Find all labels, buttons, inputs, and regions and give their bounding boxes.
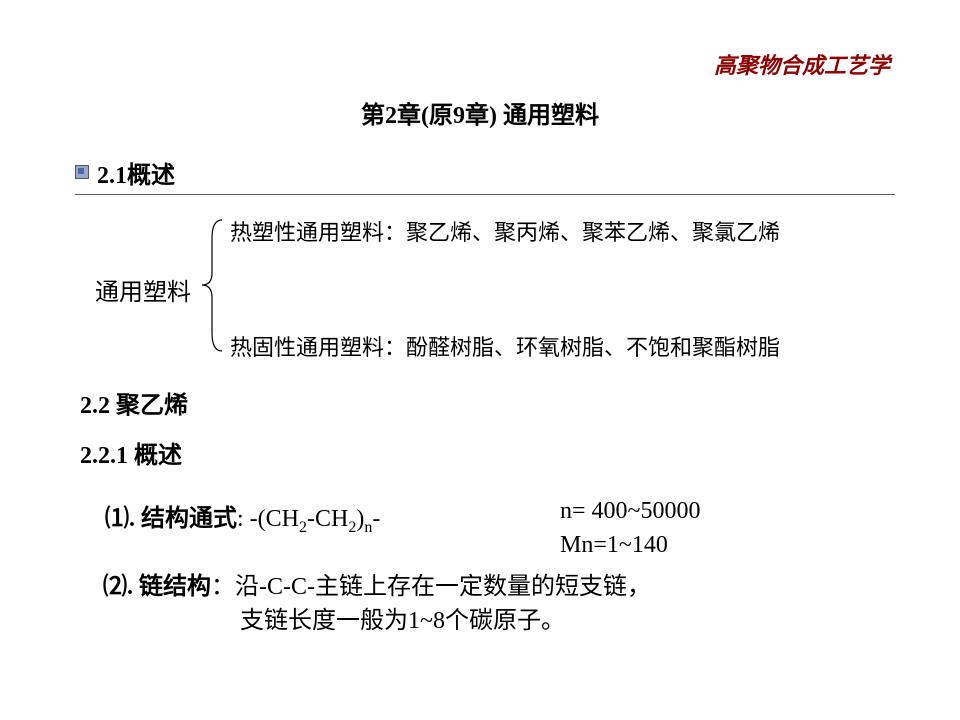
item-2-line1: ⑵. 链结构：沿-C-C-主链上存在一定数量的短支链， xyxy=(103,566,651,601)
brace-icon xyxy=(200,218,230,353)
course-title: 高聚物合成工艺学 xyxy=(714,48,890,80)
section-2-1-wrap: 2.1概述 xyxy=(75,155,895,195)
chapter-title: 第2章(原9章) 通用塑料 xyxy=(0,95,960,130)
item-2-line2: 支链长度一般为1~8个碳原子。 xyxy=(240,600,565,635)
item-1-formula: ⑴. 结构通式: -(CH2-CH2)n- xyxy=(105,498,380,537)
section-2-1-title: 2.1概述 xyxy=(97,155,895,190)
item-1-nrange: n= 400~50000 xyxy=(560,498,701,525)
item-1-label: ⑴. 结构通式 xyxy=(105,506,237,532)
thermoset-text: 热固性通用塑料：酚醛树脂、环氧树脂、不饱和聚酯树脂 xyxy=(230,330,780,362)
item-1-mn: Mn=1~140 xyxy=(560,532,668,559)
thermoplastic-text: 热塑性通用塑料：聚乙烯、聚丙烯、聚苯乙烯、聚氯乙烯 xyxy=(230,215,780,247)
item-2-desc: ：沿-C-C-主链上存在一定数量的短支链， xyxy=(211,574,651,600)
bullet-icon xyxy=(75,165,89,179)
classification-label: 通用塑料 xyxy=(95,272,191,307)
item-2-label: ⑵. 链结构 xyxy=(103,574,211,600)
section-2-2-1-title: 2.2.1 概述 xyxy=(80,435,182,470)
section-2-2-title: 2.2 聚乙烯 xyxy=(80,385,188,420)
